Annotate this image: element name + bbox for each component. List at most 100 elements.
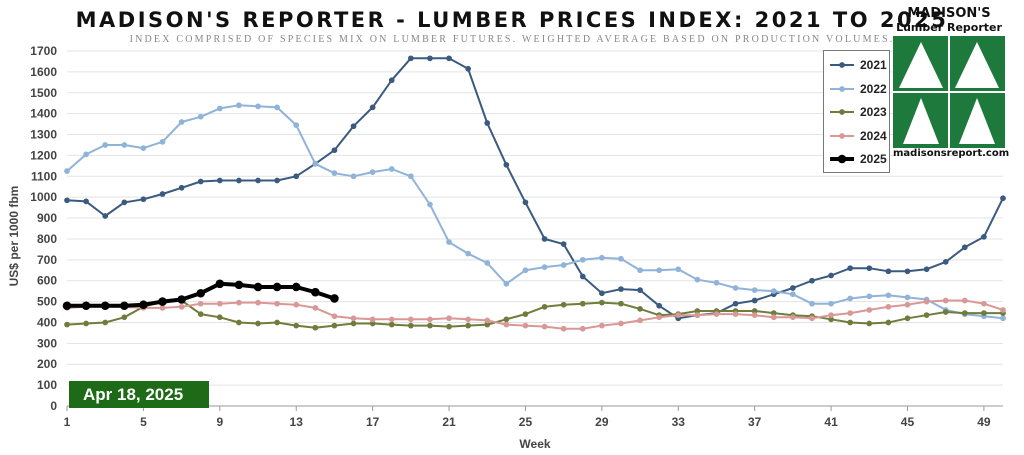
x-tick-label: 41	[824, 415, 838, 429]
series-line-2021	[66, 57, 1004, 320]
data-point-2023	[446, 323, 452, 330]
data-point-2021	[923, 266, 930, 273]
data-point-2022	[579, 256, 586, 263]
data-point-2022	[83, 151, 89, 158]
data-point-2022	[847, 295, 854, 302]
data-point-2025	[120, 301, 129, 311]
logo-tree-mark	[893, 36, 1005, 148]
data-point-2025	[311, 287, 320, 297]
data-point-2025	[272, 282, 282, 292]
data-point-2022	[904, 294, 911, 301]
data-point-2023	[522, 311, 529, 317]
y-tick-label: 600	[37, 274, 57, 288]
data-point-2021	[885, 268, 892, 275]
data-point-2024	[713, 311, 720, 317]
data-point-2021	[407, 55, 414, 62]
data-point-2025	[330, 294, 339, 303]
data-point-2021	[541, 236, 548, 242]
data-point-2021	[121, 199, 128, 206]
data-point-2021	[484, 120, 491, 126]
y-tick-label: 900	[37, 211, 57, 225]
data-point-2025	[215, 279, 225, 289]
data-point-2024	[293, 301, 300, 308]
data-point-2022	[732, 285, 739, 291]
data-point-2024	[560, 325, 567, 332]
data-point-2024	[427, 316, 433, 323]
data-point-2025	[291, 282, 301, 292]
data-point-2022	[293, 122, 300, 128]
data-point-2025	[81, 301, 91, 311]
data-point-2021	[942, 259, 949, 265]
data-point-2022	[503, 280, 510, 287]
data-point-2023	[350, 320, 357, 327]
data-point-2025	[62, 301, 72, 311]
data-point-2023	[102, 319, 109, 326]
series-layer	[62, 55, 1006, 332]
data-point-2024	[656, 314, 663, 321]
legend-swatch	[830, 62, 854, 68]
legend-item-2025: 2025	[828, 151, 890, 167]
data-point-2021	[388, 77, 395, 84]
data-point-2023	[312, 324, 319, 331]
legend-label: 2025	[860, 152, 887, 166]
x-tick-label: 13	[290, 415, 304, 429]
data-point-2022	[618, 255, 624, 262]
data-point-2024	[637, 317, 643, 324]
series-line-2024	[66, 299, 1004, 330]
x-tick-label: 33	[672, 415, 686, 429]
data-point-2023	[64, 321, 70, 328]
y-tick-label: 1700	[30, 44, 57, 58]
data-point-2022	[675, 266, 682, 273]
data-point-2023	[369, 320, 376, 327]
data-point-2024	[388, 316, 395, 323]
data-point-2022	[484, 260, 491, 266]
data-point-2023	[503, 316, 510, 323]
data-point-2024	[599, 322, 605, 329]
data-point-2023	[274, 319, 280, 326]
data-point-2022	[312, 160, 319, 167]
data-point-2021	[847, 265, 854, 272]
data-point-2024	[216, 300, 223, 307]
data-point-2023	[961, 310, 968, 316]
series-line-2022	[66, 104, 1004, 320]
logo-name: MADISON'S	[907, 6, 991, 21]
data-point-2024	[866, 307, 873, 313]
data-point-2021	[446, 55, 452, 62]
legend-label: 2022	[860, 81, 887, 96]
y-tick-label: 1200	[30, 148, 57, 162]
data-point-2022	[541, 264, 548, 270]
axes: 0 100 200 300 400 500 600 700 800 900 1000 1100 1200…	[30, 44, 1003, 429]
y-tick-label: 1000	[30, 190, 57, 204]
y-tick-label: 700	[37, 253, 57, 267]
data-point-2025	[177, 295, 186, 304]
data-point-2022	[331, 170, 338, 177]
series-line-2023	[66, 299, 1003, 329]
data-point-2024	[981, 300, 987, 307]
data-point-2022	[236, 102, 242, 109]
data-point-2023	[255, 320, 261, 327]
y-tick-label: 400	[37, 315, 57, 329]
data-point-2022	[121, 142, 128, 148]
data-point-2024	[942, 297, 949, 304]
data-point-2024	[312, 304, 319, 311]
legend-item-2023: 2023	[828, 104, 890, 120]
x-tick-label: 49	[977, 415, 991, 429]
data-point-2021	[465, 65, 471, 72]
logo-url: madisonsreport.com	[893, 148, 1010, 159]
y-tick-label: 100	[37, 378, 57, 392]
data-point-2021	[236, 177, 242, 184]
series-2025	[62, 279, 339, 311]
chart-title: MADISON'S REPORTER - LUMBER PRICES INDEX…	[75, 8, 949, 32]
data-point-2024	[809, 315, 815, 322]
data-point-2024	[522, 322, 529, 329]
data-point-2021	[102, 213, 109, 219]
data-point-2023	[293, 322, 300, 329]
data-point-2025	[196, 288, 205, 298]
data-point-2023	[236, 319, 242, 326]
data-point-2021	[350, 123, 357, 130]
y-tick-label: 1300	[30, 128, 57, 142]
data-point-2023	[599, 299, 605, 306]
data-point-2021	[790, 285, 796, 291]
data-point-2024	[178, 303, 185, 310]
data-point-2023	[465, 322, 471, 329]
